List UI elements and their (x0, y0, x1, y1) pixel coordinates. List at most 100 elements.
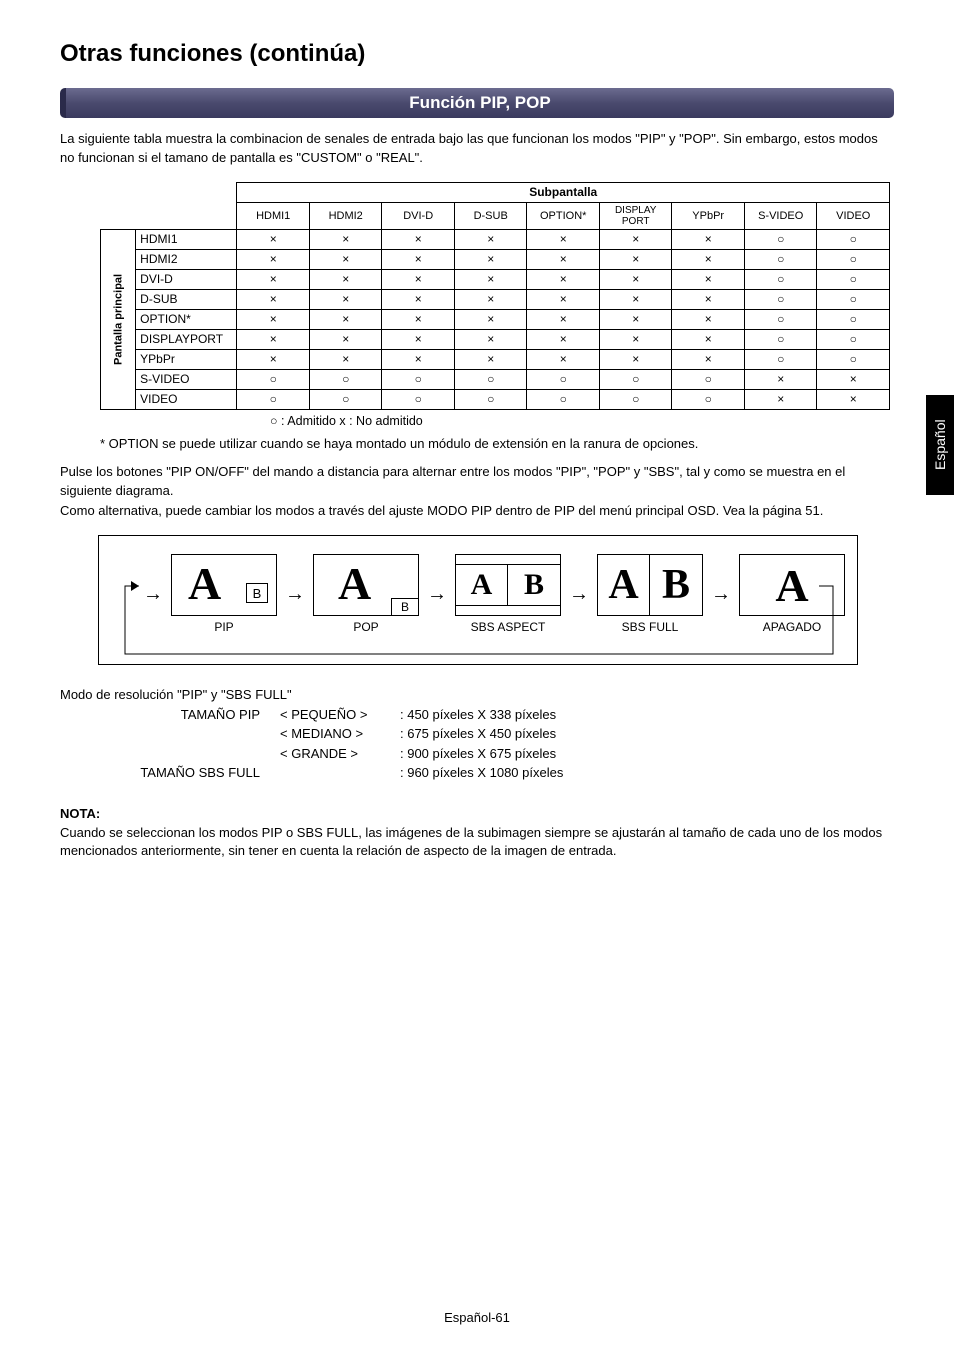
table-cell: × (237, 349, 310, 369)
arrow-icon: → (143, 583, 163, 606)
table-cell: × (599, 269, 672, 289)
table-cell: × (527, 289, 600, 309)
sub-header: Subpantalla (237, 182, 890, 202)
arrow-icon: → (711, 583, 731, 606)
mode-off: A APAGADO (739, 554, 845, 634)
table-cell: ○ (672, 389, 745, 409)
table-cell: ○ (382, 369, 455, 389)
glyph-b-box: B (246, 583, 268, 603)
table-cell: × (382, 309, 455, 329)
table-cell: × (672, 269, 745, 289)
table-cell: ○ (817, 249, 890, 269)
table-cell: ○ (237, 389, 310, 409)
page-number: Español-61 (0, 1310, 954, 1325)
size-val: : 450 píxeles X 338 píxeles (400, 705, 556, 725)
resolution-title: Modo de resolución "PIP" y "SBS FULL" (60, 685, 894, 705)
section-header: Función PIP, POP (60, 88, 894, 118)
table-cell: × (309, 269, 382, 289)
table-cell: × (744, 369, 817, 389)
table-cell: × (672, 249, 745, 269)
glyph-b: B (662, 561, 690, 609)
paragraph-2: Como alternativa, puede cambiar los modo… (60, 502, 894, 521)
table-cell: × (527, 349, 600, 369)
table-footnote: * OPTION se puede utilizar cuando se hay… (100, 436, 894, 451)
mode-diagram: → A B PIP → A B POP → (98, 535, 858, 665)
table-cell: × (744, 389, 817, 409)
glyph-a: A (188, 557, 221, 610)
table-cell: ○ (817, 309, 890, 329)
intro-paragraph: La siguiente tabla muestra la combinacio… (60, 130, 894, 168)
glyph-b: B (524, 568, 544, 602)
table-cell: ○ (309, 389, 382, 409)
table-cell: × (672, 349, 745, 369)
size-key: < MEDIANO > (280, 724, 400, 744)
table-cell: × (382, 269, 455, 289)
table-cell: ○ (599, 369, 672, 389)
table-cell: ○ (744, 309, 817, 329)
row-group-header: Pantalla principal (101, 229, 136, 409)
glyph-a: A (338, 557, 371, 610)
table-cell: × (454, 309, 527, 329)
table-cell: × (527, 269, 600, 289)
table-cell: × (237, 289, 310, 309)
sbs-size-label: TAMAÑO SBS FULL (60, 763, 280, 783)
col-header: YPbPr (672, 202, 745, 229)
language-tab: Español (926, 395, 954, 495)
table-cell: ○ (454, 389, 527, 409)
table-cell: ○ (672, 369, 745, 389)
table-cell: ○ (817, 269, 890, 289)
table-cell: ○ (599, 389, 672, 409)
glyph-a: A (608, 561, 638, 609)
glyph-a: A (775, 559, 808, 612)
mode-label: POP (353, 620, 378, 634)
row-label: HDMI2 (136, 249, 237, 269)
table-cell: × (599, 329, 672, 349)
table-cell: × (672, 309, 745, 329)
table-cell: × (454, 349, 527, 369)
col-header: VIDEO (817, 202, 890, 229)
mode-sbs-aspect: A B SBS ASPECT (455, 554, 561, 634)
table-cell: ○ (527, 369, 600, 389)
mode-sbs-full: A B SBS FULL (597, 554, 703, 634)
mode-label: APAGADO (763, 620, 821, 634)
page-title: Otras funciones (continúa) (60, 40, 894, 68)
size-val: : 900 píxeles X 675 píxeles (400, 744, 556, 764)
table-cell: × (817, 369, 890, 389)
table-cell: × (672, 229, 745, 249)
arrow-icon: → (427, 583, 447, 606)
note-text: Cuando se seleccionan los modos PIP o SB… (60, 825, 882, 859)
table-cell: × (382, 349, 455, 369)
table-cell: ○ (817, 289, 890, 309)
table-cell: ○ (527, 389, 600, 409)
table-cell: × (599, 229, 672, 249)
table-cell: × (309, 349, 382, 369)
table-cell: × (672, 329, 745, 349)
glyph-b-box: B (391, 598, 419, 616)
note-block: NOTA: Cuando se seleccionan los modos PI… (60, 805, 894, 862)
size-val: : 675 píxeles X 450 píxeles (400, 724, 556, 744)
table-cell: × (454, 229, 527, 249)
mode-pop: A B POP (313, 554, 419, 634)
table-cell: × (237, 309, 310, 329)
mode-pip: A B PIP (171, 554, 277, 634)
arrow-icon: → (285, 583, 305, 606)
row-label: HDMI1 (136, 229, 237, 249)
table-cell: ○ (454, 369, 527, 389)
col-header: OPTION* (527, 202, 600, 229)
row-label: DISPLAYPORT (136, 329, 237, 349)
table-cell: × (527, 229, 600, 249)
col-header: DISPLAYPORT (599, 202, 672, 229)
table-cell: × (309, 289, 382, 309)
size-val: : 960 píxeles X 1080 píxeles (400, 763, 563, 783)
mode-label: SBS ASPECT (471, 620, 546, 634)
table-cell: ○ (744, 229, 817, 249)
table-cell: ○ (817, 349, 890, 369)
table-cell: × (309, 229, 382, 249)
note-label: NOTA: (60, 806, 100, 821)
table-cell: ○ (309, 369, 382, 389)
arrow-icon: → (569, 583, 589, 606)
table-cell: ○ (744, 289, 817, 309)
table-cell: × (599, 289, 672, 309)
col-header: S-VIDEO (744, 202, 817, 229)
table-cell: ○ (817, 329, 890, 349)
